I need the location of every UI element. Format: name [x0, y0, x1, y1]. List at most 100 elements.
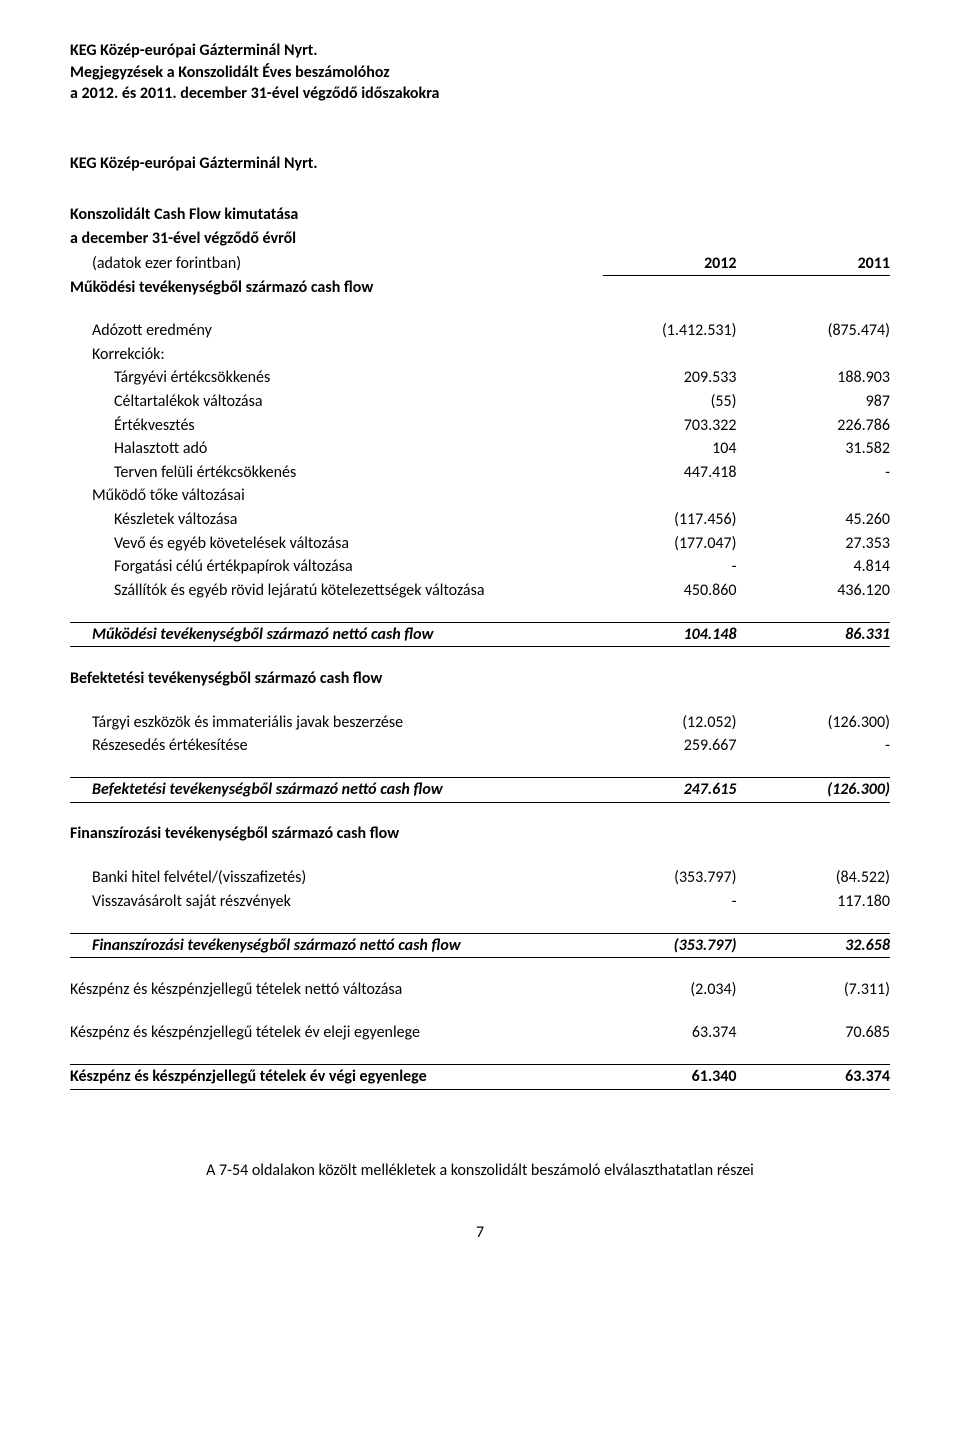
table-row: Banki hitel felvétel/(visszafizetés)(353…	[70, 866, 890, 890]
row-label: Vevő és egyéb követelések változása	[70, 532, 603, 556]
operating-heading: Működési tevékenységből származó cash fl…	[70, 276, 603, 300]
row-v2012: 104	[603, 437, 747, 461]
row-v2012: (12.052)	[603, 711, 747, 735]
row-v2011: 987	[747, 390, 891, 414]
table-row: Visszavásárolt saját részvények-117.180	[70, 890, 890, 914]
row-v2011: 27.353	[747, 532, 891, 556]
table-row: Tárgyi eszközök és immateriális javak be…	[70, 711, 890, 735]
row-v2011: 436.120	[747, 579, 891, 603]
row-v2011: 188.903	[747, 366, 891, 390]
sum-label: Működési tevékenységből származó nettó c…	[70, 622, 603, 647]
row-v2011: (84.522)	[747, 866, 891, 890]
operating-sum: Működési tevékenységből származó nettó c…	[70, 622, 890, 647]
row-label: Készpénz és készpénzjellegű tételek nett…	[70, 978, 603, 1002]
year-2012: 2012	[603, 252, 747, 276]
row-label: Tárgyi eszközök és immateriális javak be…	[70, 711, 603, 735]
row-label: Részesedés értékesítése	[70, 734, 603, 758]
table-row: Részesedés értékesítése259.667-	[70, 734, 890, 758]
row-v2012: 703.322	[603, 414, 747, 438]
row-v2011	[747, 484, 891, 508]
financing-heading: Finanszírozási tevékenységből származó c…	[70, 822, 603, 846]
table-row: Készletek változása(117.456)45.260	[70, 508, 890, 532]
header-row: (adatok ezer forintban) 2012 2011	[70, 252, 890, 276]
row-label: Működő tőke változásai	[70, 484, 603, 508]
header-line-2: Megjegyzések a Konszolidált Éves beszámo…	[70, 62, 890, 84]
row-v2011	[747, 343, 891, 367]
financing-sum: Finanszírozási tevékenységből származó n…	[70, 933, 890, 958]
table-row: Működő tőke változásai	[70, 484, 890, 508]
row-label: Céltartalékok változása	[70, 390, 603, 414]
sum-v2011: (126.300)	[747, 778, 891, 803]
row-v2011: 117.180	[747, 890, 891, 914]
table-row: Forgatási célú értékpapírok változása-4.…	[70, 555, 890, 579]
sum-v2011: 86.331	[747, 622, 891, 647]
row-v2012: (1.412.531)	[603, 319, 747, 343]
investing-heading: Befektetési tevékenységből származó cash…	[70, 667, 603, 691]
row-label: Visszavásárolt saját részvények	[70, 890, 603, 914]
header-line-3: a 2012. és 2011. december 31-ével végződ…	[70, 83, 890, 105]
row-v2012: 209.533	[603, 366, 747, 390]
row-v2011: 70.685	[747, 1021, 891, 1045]
row-v2011: (875.474)	[747, 319, 891, 343]
sum-v2012: 247.615	[603, 778, 747, 803]
row-v2012: (2.034)	[603, 978, 747, 1002]
row-v2012: -	[603, 555, 747, 579]
row-v2011: 63.374	[747, 1065, 891, 1090]
table-row: Halasztott adó10431.582	[70, 437, 890, 461]
row-label: Terven felüli értékcsökkenés	[70, 461, 603, 485]
header-line-1: KEG Közép-európai Gázterminál Nyrt.	[70, 40, 890, 62]
row-v2012: 259.667	[603, 734, 747, 758]
row-label: Készpénz és készpénzjellegű tételek év e…	[70, 1021, 603, 1045]
closing-balance-row: Készpénz és készpénzjellegű tételek év v…	[70, 1065, 890, 1090]
row-v2011: 226.786	[747, 414, 891, 438]
row-v2012: 450.860	[603, 579, 747, 603]
row-label: Halasztott adó	[70, 437, 603, 461]
adatok-note: (adatok ezer forintban)	[70, 252, 603, 276]
statement-title: Konszolidált Cash Flow kimutatása	[70, 204, 890, 226]
net-change-row: Készpénz és készpénzjellegű tételek nett…	[70, 978, 890, 1002]
investing-sum: Befektetési tevékenységből származó nett…	[70, 778, 890, 803]
row-v2011: -	[747, 461, 891, 485]
table-row: Céltartalékok változása(55)987	[70, 390, 890, 414]
row-v2012	[603, 484, 747, 508]
row-label: Készletek változása	[70, 508, 603, 532]
cashflow-table: (adatok ezer forintban) 2012 2011 Működé…	[70, 252, 890, 1090]
table-row: Vevő és egyéb követelések változása(177.…	[70, 532, 890, 556]
row-label: Forgatási célú értékpapírok változása	[70, 555, 603, 579]
row-label: Szállítók és egyéb rövid lejáratú kötele…	[70, 579, 603, 603]
sum-v2011: 32.658	[747, 933, 891, 958]
company-title: KEG Közép-európai Gázterminál Nyrt.	[70, 153, 890, 175]
row-label: Banki hitel felvétel/(visszafizetés)	[70, 866, 603, 890]
row-v2012: -	[603, 890, 747, 914]
row-v2012: 447.418	[603, 461, 747, 485]
sum-label: Finanszírozási tevékenységből származó n…	[70, 933, 603, 958]
sum-label: Befektetési tevékenységből származó nett…	[70, 778, 603, 803]
statement-subtitle: a december 31-ével végződő évről	[70, 228, 890, 250]
row-v2011: -	[747, 734, 891, 758]
table-row: Tárgyévi értékcsökkenés209.533188.903	[70, 366, 890, 390]
row-label: Készpénz és készpénzjellegű tételek év v…	[70, 1065, 603, 1090]
row-v2012: (117.456)	[603, 508, 747, 532]
year-2011: 2011	[747, 252, 891, 276]
opening-balance-row: Készpénz és készpénzjellegű tételek év e…	[70, 1021, 890, 1045]
table-row: Szállítók és egyéb rövid lejáratú kötele…	[70, 579, 890, 603]
row-v2011: 31.582	[747, 437, 891, 461]
row-v2012: 63.374	[603, 1021, 747, 1045]
table-row: Terven felüli értékcsökkenés447.418-	[70, 461, 890, 485]
sum-v2012: 104.148	[603, 622, 747, 647]
row-v2011: (126.300)	[747, 711, 891, 735]
table-row: Adózott eredmény(1.412.531)(875.474)	[70, 319, 890, 343]
row-v2012: (353.797)	[603, 866, 747, 890]
footer-note: A 7-54 oldalakon közölt mellékletek a ko…	[70, 1160, 890, 1182]
row-v2011: 45.260	[747, 508, 891, 532]
page-number: 7	[70, 1222, 890, 1244]
row-v2012: (177.047)	[603, 532, 747, 556]
table-row: Korrekciók:	[70, 343, 890, 367]
row-label: Tárgyévi értékcsökkenés	[70, 366, 603, 390]
row-v2011: (7.311)	[747, 978, 891, 1002]
row-label: Adózott eredmény	[70, 319, 603, 343]
row-label: Értékvesztés	[70, 414, 603, 438]
row-label: Korrekciók:	[70, 343, 603, 367]
row-v2012: (55)	[603, 390, 747, 414]
row-v2011: 4.814	[747, 555, 891, 579]
